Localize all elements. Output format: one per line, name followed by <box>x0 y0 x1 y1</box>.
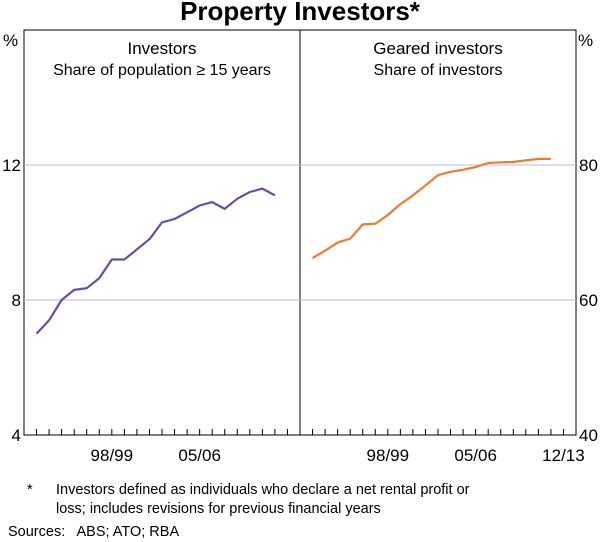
footnote-line-2: loss; includes revisions for previous fi… <box>56 501 381 517</box>
x-tick-label: 05/06 <box>454 446 497 465</box>
right-panel-title: Geared investors <box>373 39 502 58</box>
right-y-tick-label: 80 <box>579 156 598 175</box>
left-axis-unit: % <box>3 31 18 50</box>
footnote-marker: * <box>27 482 33 498</box>
right-axis-unit: % <box>578 31 593 50</box>
left-panel-title: Investors <box>128 39 197 58</box>
right-y-tick-label: 40 <box>579 426 598 445</box>
right-y-tick-label: 60 <box>579 291 598 310</box>
left-y-tick-label: 4 <box>12 426 21 445</box>
chart: Property Investors* % % Investors Share … <box>2 0 598 465</box>
x-tick-label: 98/99 <box>91 446 134 465</box>
right-panel-subtitle: Share of investors <box>374 62 503 79</box>
footnote-line-1: Investors defined as individuals who dec… <box>56 482 470 498</box>
y-axis-ticks: 4 8 12 40 60 80 <box>2 156 598 445</box>
geared-investors-series-line <box>311 157 551 260</box>
left-y-tick-label: 12 <box>2 156 21 175</box>
investors-series-line <box>35 187 276 335</box>
x-tick-label: 05/06 <box>178 446 221 465</box>
x-tick-label: 98/99 <box>367 446 410 465</box>
series-lines <box>35 157 551 335</box>
gridlines <box>24 164 576 301</box>
left-y-tick-label: 8 <box>12 291 21 310</box>
x-tick-label: 12/13 <box>542 446 585 465</box>
left-panel-subtitle: Share of population ≥ 15 years <box>53 62 271 79</box>
sources-note: Sources: ABS; ATO; RBA <box>8 524 180 540</box>
chart-title: Property Investors* <box>180 0 421 26</box>
x-axis-ticks: 98/99 05/06 98/99 05/06 12/13 <box>36 429 585 465</box>
